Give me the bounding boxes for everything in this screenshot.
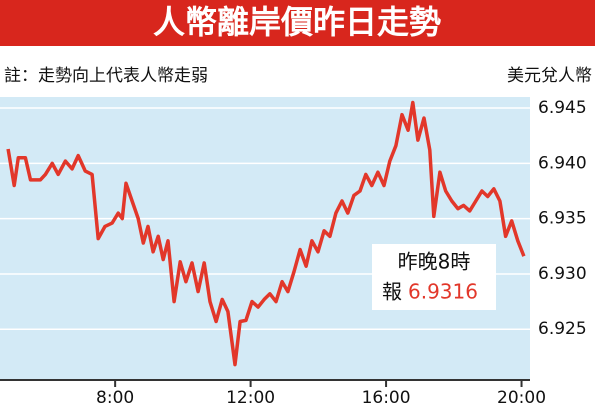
y-tick-label: 6.930 bbox=[538, 264, 587, 284]
data-line bbox=[6, 100, 526, 367]
x-tick-label: 20:00 bbox=[497, 388, 546, 408]
annotation-value: 6.9316 bbox=[408, 280, 478, 304]
y-tick-label: 6.940 bbox=[538, 153, 587, 173]
plot-area bbox=[0, 97, 530, 379]
note: 註：走勢向上代表人幣走弱 bbox=[4, 66, 208, 86]
y-tick-label: 6.935 bbox=[538, 209, 587, 229]
y-tick-label: 6.925 bbox=[538, 319, 587, 339]
y-axis-label: 美元兌人幣 bbox=[507, 66, 592, 86]
y-tick-label: 6.945 bbox=[538, 98, 587, 118]
annotation-text: 昨晚8時 bbox=[398, 250, 471, 274]
x-tick-label: 12:00 bbox=[226, 388, 275, 408]
annotation-prefix: 報 bbox=[382, 280, 402, 304]
annotation-box bbox=[372, 244, 496, 310]
x-tick-label: 16:00 bbox=[362, 388, 411, 408]
title-banner bbox=[0, 0, 595, 46]
x-tick-label: 8:00 bbox=[96, 388, 134, 408]
chart-title: 人幣離岸價昨日走勢 bbox=[153, 3, 441, 41]
